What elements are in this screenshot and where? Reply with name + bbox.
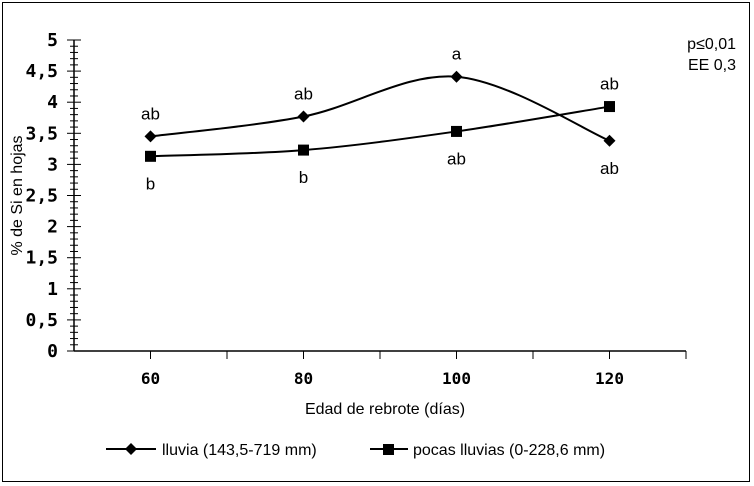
data-point-diamond: [603, 134, 616, 147]
chart-frame: [2, 2, 750, 482]
x-tick-label: 120: [595, 369, 624, 388]
x-axis-title: Edad de rebrote (días): [305, 401, 465, 418]
significance-letter: ab: [447, 149, 466, 168]
legend-label-lluvia: lluvia (143,5-719 mm): [162, 442, 317, 459]
series-line-2: [150, 105, 610, 158]
series-group: ab ab a ab b b ab ab: [141, 45, 619, 194]
y-tick-label: 3,5: [25, 123, 58, 144]
y-tick-label: 5: [47, 30, 58, 51]
significance-letter: b: [299, 168, 308, 187]
axes: [73, 40, 686, 352]
y-tick-label: 3: [47, 154, 58, 175]
y-tick-label: 2: [47, 217, 58, 238]
significance-letter: ab: [141, 104, 160, 123]
x-tick-label: 80: [294, 369, 313, 388]
legend: lluvia (143,5-719 mm) pocas lluvias (0-2…: [106, 442, 605, 459]
significance-letter: ab: [600, 75, 619, 94]
data-point-diamond: [450, 70, 463, 83]
significance-letter: ab: [294, 85, 313, 104]
data-point-diamond: [297, 110, 310, 123]
legend-square-icon: [383, 444, 394, 455]
significance-letter: ab: [600, 159, 619, 178]
x-tick-label: 100: [442, 369, 471, 388]
significance-annotation: p≤0,01: [687, 36, 736, 53]
significance-letter: b: [146, 174, 155, 193]
x-ticks: 60 80 100 120: [141, 351, 687, 388]
x-tick-label: 60: [141, 369, 160, 388]
y-ticks: 0 0,5 1 1,5 2 2,5 3 3,5 4 4,5 5: [25, 30, 81, 362]
data-point-diamond: [144, 130, 157, 143]
legend-diamond-icon: [125, 443, 137, 455]
y-tick-label: 4,5: [25, 61, 58, 82]
data-point-square: [604, 101, 615, 113]
legend-label-pocas-lluvias: pocas lluvias (0-228,6 mm): [413, 442, 605, 459]
series-line-1: [150, 75, 610, 142]
y-tick-label: 4: [47, 92, 58, 113]
y-tick-label: 1: [47, 279, 58, 300]
y-tick-label: 0,5: [25, 310, 58, 331]
data-point-square: [145, 150, 156, 162]
y-tick-label: 1,5: [25, 248, 58, 269]
y-axis-title: % de Si en hojas: [9, 135, 26, 255]
data-point-square: [298, 144, 309, 156]
y-tick-label: 0: [47, 341, 58, 362]
significance-letter: a: [452, 45, 462, 64]
standard-error-annotation: EE 0,3: [688, 57, 736, 74]
data-point-square: [451, 125, 462, 137]
y-tick-label: 2,5: [25, 186, 58, 207]
